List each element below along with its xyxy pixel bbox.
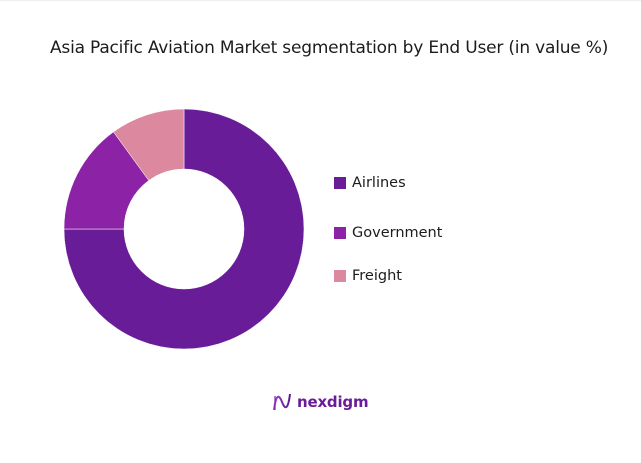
brand-name: nexdigm — [297, 393, 369, 411]
legend-label: Government — [352, 225, 443, 241]
nexdigm-wave-icon — [273, 393, 291, 411]
legend-swatch-government — [334, 227, 346, 239]
legend-label: Freight — [352, 268, 402, 284]
legend-item-government[interactable]: Government — [334, 225, 442, 241]
legend-swatch-freight — [334, 270, 346, 282]
donut-slice-freight[interactable] — [113, 108, 185, 181]
legend-label: Airlines — [352, 175, 406, 191]
brand-logo: nexdigm — [272, 392, 369, 412]
legend-swatch-airlines — [334, 177, 346, 189]
chart-title: Asia Pacific Aviation Market segmentatio… — [50, 38, 609, 58]
legend-item-freight[interactable]: Freight — [334, 268, 402, 284]
donut-slice-airlines[interactable] — [63, 108, 305, 350]
legend-item-airlines[interactable]: Airlines — [334, 175, 406, 191]
top-divider — [0, 0, 641, 1]
donut-slices — [63, 108, 305, 350]
